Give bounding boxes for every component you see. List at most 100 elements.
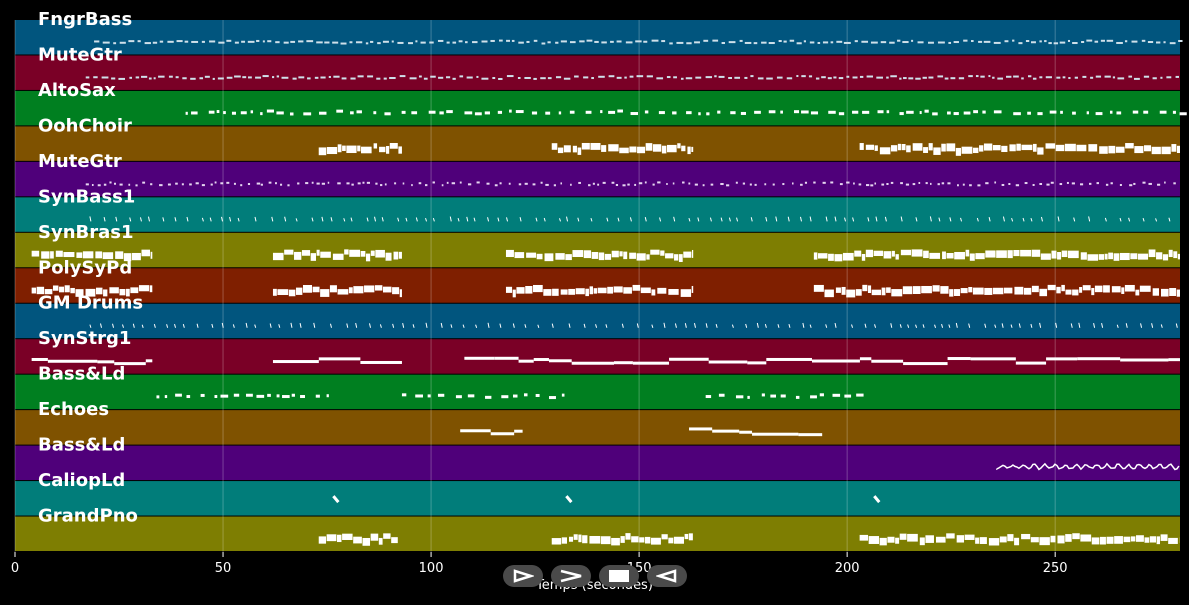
note-mark xyxy=(691,285,694,293)
note-mark xyxy=(113,182,117,185)
note-mark xyxy=(111,77,116,80)
stop-button[interactable] xyxy=(599,565,639,587)
note-mark xyxy=(870,41,878,44)
note-mark xyxy=(256,39,260,42)
note-mark xyxy=(644,181,647,184)
note-mark xyxy=(838,112,845,116)
x-tick-label: 100 xyxy=(419,561,444,576)
note-mark xyxy=(922,76,927,79)
note-mark xyxy=(103,217,106,222)
note-mark xyxy=(109,181,112,184)
note-mark xyxy=(1110,182,1113,185)
note-mark xyxy=(1001,323,1004,328)
note-mark xyxy=(1007,250,1013,259)
note-mark xyxy=(799,216,802,222)
note-mark xyxy=(272,252,284,261)
note-mark xyxy=(343,218,346,222)
note-mark xyxy=(661,40,666,43)
note-mark xyxy=(694,183,698,186)
note-mark xyxy=(777,324,780,328)
note-mark xyxy=(115,216,118,222)
note-mark xyxy=(321,182,326,185)
note-mark xyxy=(663,322,666,328)
note-mark xyxy=(254,216,257,222)
note-mark xyxy=(579,40,585,43)
note-mark xyxy=(429,41,434,44)
note-mark xyxy=(123,253,132,262)
note-mark xyxy=(384,112,391,116)
track-lane xyxy=(15,339,1180,374)
note-mark xyxy=(776,76,783,79)
note-mark xyxy=(397,217,400,222)
note-mark xyxy=(370,40,374,43)
note-mark xyxy=(540,77,546,80)
track-lane xyxy=(15,90,1180,126)
note-mark xyxy=(153,77,156,80)
note-mark xyxy=(589,286,594,295)
note-mark xyxy=(992,76,995,79)
note-mark xyxy=(600,110,603,114)
note-mark xyxy=(870,184,874,187)
note-mark xyxy=(1072,111,1076,115)
note-mark xyxy=(555,41,559,44)
note-mark xyxy=(1055,322,1058,328)
note-mark xyxy=(941,143,946,152)
note-mark xyxy=(841,286,846,295)
note-mark xyxy=(386,146,390,154)
note-mark xyxy=(605,324,608,328)
note-mark xyxy=(901,143,906,151)
note-mark xyxy=(764,324,767,328)
note-mark xyxy=(1179,112,1187,116)
stop-icon xyxy=(609,570,629,582)
note-mark xyxy=(52,285,59,291)
note-mark xyxy=(182,323,185,328)
note-mark xyxy=(147,216,150,222)
note-mark xyxy=(862,284,868,292)
note-mark xyxy=(865,249,874,258)
rewind-button[interactable] xyxy=(647,565,687,587)
note-mark xyxy=(1091,537,1100,545)
note-mark xyxy=(415,394,424,398)
note-mark xyxy=(216,110,220,114)
note-mark xyxy=(378,537,383,545)
note-mark xyxy=(566,216,569,222)
track-lane xyxy=(15,445,1180,481)
note-mark xyxy=(735,181,738,184)
note-mark xyxy=(1013,112,1021,116)
note-mark xyxy=(607,286,613,294)
note-mark xyxy=(229,216,232,222)
note-mark xyxy=(254,324,257,328)
note-mark xyxy=(176,40,183,43)
note-mark xyxy=(577,147,582,155)
note-mark xyxy=(446,181,449,184)
note-mark xyxy=(366,181,370,184)
note-mark xyxy=(923,250,929,259)
note-mark xyxy=(575,288,585,295)
note-mark xyxy=(890,75,897,78)
note-mark xyxy=(457,217,460,222)
note-mark xyxy=(666,144,677,153)
note-mark xyxy=(357,182,361,185)
note-mark xyxy=(955,147,961,156)
track-lane xyxy=(15,197,1180,232)
note-mark xyxy=(41,251,50,259)
forward-button[interactable] xyxy=(551,565,591,587)
note-mark xyxy=(260,112,263,116)
note-mark xyxy=(272,76,275,79)
play-button[interactable] xyxy=(503,565,543,587)
note-mark xyxy=(935,536,946,543)
track-label: FngrBass xyxy=(38,9,132,30)
track-lane xyxy=(15,481,1180,516)
note-mark xyxy=(802,322,805,328)
note-mark xyxy=(994,181,997,184)
note-mark xyxy=(666,76,671,79)
note-mark xyxy=(1023,287,1032,295)
note-mark xyxy=(921,285,932,294)
note-mark xyxy=(159,40,164,43)
note-mark xyxy=(287,184,290,187)
note-mark xyxy=(915,77,921,80)
note-mark xyxy=(1159,110,1167,114)
note-mark xyxy=(374,216,377,222)
note-mark xyxy=(929,252,941,259)
note-mark xyxy=(780,394,786,398)
